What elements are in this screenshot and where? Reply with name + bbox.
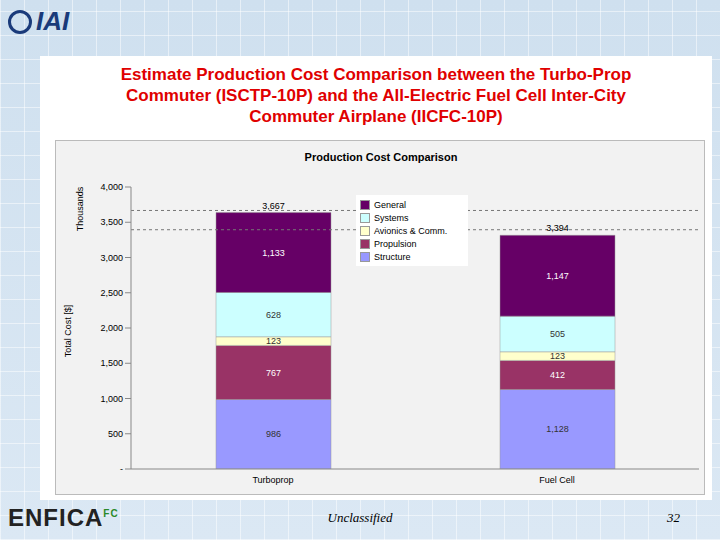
html-text:Unclassified: Unclassified [327,510,393,525]
svg-text:1,000: 1,000 [100,394,123,404]
html-text:FC: FC [103,508,119,519]
html-text:Propulsion: Propulsion [374,238,417,249]
svg-text:4,000: 4,000 [100,182,123,192]
html-text:Total Cost [$]: Total Cost [$] [63,304,73,358]
svg-text:628: 628 [266,310,281,320]
svg-text:Fuel Cell: Fuel Cell [539,475,575,485]
html-text:Structure: Structure [374,251,411,262]
svg-text:1,147: 1,147 [546,271,569,281]
svg-text:505: 505 [550,329,565,339]
svg-text:986: 986 [266,429,281,439]
html-text:Production Cost Comparison: Production Cost Comparison [304,151,458,163]
svg-text:1,128: 1,128 [546,424,569,434]
html-text:General: General [374,199,406,210]
svg-text:2,000: 2,000 [100,323,123,333]
svg-text:3,667: 3,667 [262,201,285,211]
svg-text:500: 500 [108,429,123,439]
html-text:Estimate Production Cost Compa: Estimate Production Cost Comparison betw… [120,65,632,84]
svg-text:1,133: 1,133 [262,248,285,258]
html-text:Commuter (ISCTP-10P) and the A: Commuter (ISCTP-10P) and the All-Electri… [126,86,626,105]
html-text:Systems: Systems [374,212,409,223]
html-text:Commuter Airplane (IICFC-10P): Commuter Airplane (IICFC-10P) [249,107,503,126]
html-text:ENFICA: ENFICA [8,504,104,531]
svg-text:123: 123 [266,336,281,346]
html-text:Thousands: Thousands [75,186,85,232]
svg-text:2,500: 2,500 [100,288,123,298]
svg-text:3,394: 3,394 [546,223,569,233]
svg-text:Turboprop: Turboprop [252,475,293,485]
svg-text:1,500: 1,500 [100,358,123,368]
html-text:32: 32 [667,510,680,525]
svg-text:412: 412 [550,370,565,380]
svg-text:3,000: 3,000 [100,253,123,263]
svg-text:767: 767 [266,368,281,378]
html-text:IAI: IAI [36,6,70,36]
svg-text:-: - [120,464,123,474]
html-text:Avionics & Comm.: Avionics & Comm. [374,225,448,236]
svg-text:123: 123 [550,351,565,361]
svg-text:3,500: 3,500 [100,217,123,227]
